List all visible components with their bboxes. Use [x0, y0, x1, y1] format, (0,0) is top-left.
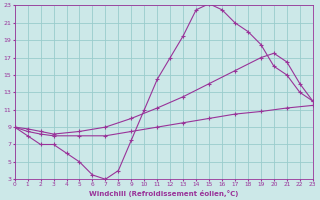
X-axis label: Windchill (Refroidissement éolien,°C): Windchill (Refroidissement éolien,°C)	[89, 190, 238, 197]
